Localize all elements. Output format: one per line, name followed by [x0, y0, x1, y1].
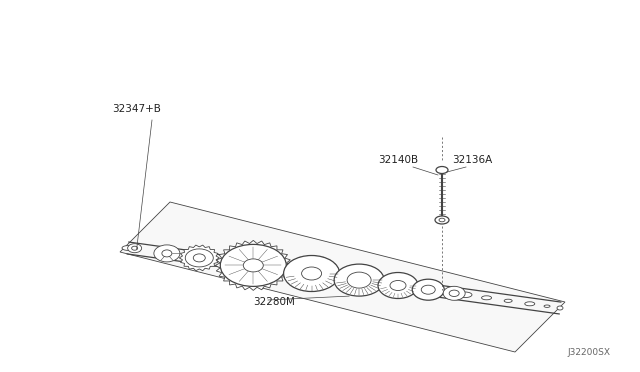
Ellipse shape [525, 302, 535, 306]
Text: J32200SX: J32200SX [567, 348, 610, 357]
Ellipse shape [458, 292, 472, 298]
Ellipse shape [284, 256, 340, 292]
Polygon shape [120, 202, 565, 352]
Text: 32347+B: 32347+B [112, 104, 161, 114]
Ellipse shape [481, 296, 492, 300]
Ellipse shape [421, 285, 435, 294]
Ellipse shape [544, 305, 550, 307]
Ellipse shape [162, 250, 172, 257]
Ellipse shape [504, 299, 512, 302]
Ellipse shape [390, 280, 406, 291]
Ellipse shape [186, 249, 213, 267]
Ellipse shape [193, 254, 205, 262]
Ellipse shape [132, 246, 138, 250]
Ellipse shape [435, 216, 449, 224]
Ellipse shape [154, 245, 180, 262]
Ellipse shape [347, 272, 371, 288]
Ellipse shape [122, 246, 134, 250]
Ellipse shape [449, 290, 459, 296]
Text: 32136A: 32136A [452, 155, 492, 165]
Ellipse shape [220, 244, 286, 286]
Ellipse shape [412, 279, 444, 300]
Polygon shape [215, 240, 291, 291]
Ellipse shape [334, 264, 384, 296]
Ellipse shape [243, 259, 263, 272]
Ellipse shape [557, 306, 563, 310]
Ellipse shape [378, 273, 418, 298]
Polygon shape [284, 256, 340, 291]
Ellipse shape [127, 244, 141, 253]
Ellipse shape [301, 267, 321, 280]
Ellipse shape [443, 286, 465, 300]
Ellipse shape [438, 290, 449, 294]
Text: 32280M: 32280M [253, 297, 295, 307]
Polygon shape [179, 245, 220, 271]
Ellipse shape [439, 218, 445, 222]
Ellipse shape [436, 167, 448, 173]
Text: 32140B: 32140B [378, 155, 418, 165]
